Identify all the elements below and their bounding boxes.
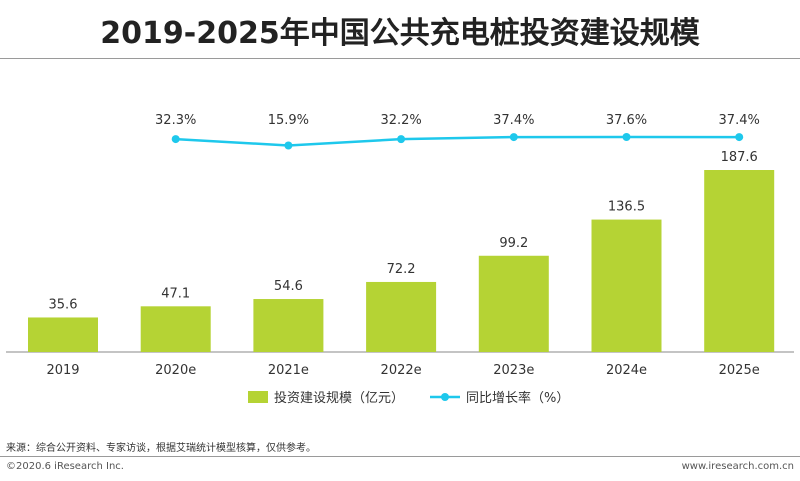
bar-2025e: [704, 170, 775, 352]
chart-title: 2019-2025年中国公共充电桩投资建设规模: [100, 16, 700, 51]
growth-label-2022e: 32.2%: [380, 113, 421, 128]
bar-value-label-2023e: 99.2: [499, 236, 528, 251]
x-tick-label-2022e: 2022e: [381, 363, 422, 378]
bar-value-label-2024e: 136.5: [608, 200, 645, 215]
x-tick-label-2020e: 2020e: [155, 363, 196, 378]
source-note: 来源：综合公开资料、专家访谈，根据艾瑞统计模型核算，仅供参考。: [6, 443, 316, 454]
bar-2020e: [140, 306, 211, 352]
website-text: www.iresearch.com.cn: [681, 461, 794, 472]
growth-label-2020e: 32.3%: [155, 113, 196, 128]
footer-divider: [0, 456, 800, 457]
legend-line-marker: [441, 393, 449, 401]
x-tick-label-2025e: 2025e: [719, 363, 760, 378]
bar-2023e: [478, 255, 549, 352]
growth-label-2025e: 37.4%: [719, 113, 760, 128]
growth-point-2025e: [735, 133, 744, 142]
growth-point-2024e: [622, 133, 631, 141]
x-tick-label-2021e: 2021e: [268, 363, 309, 378]
x-tick-label-2024e: 2024e: [606, 363, 647, 378]
bar-2019: [28, 317, 98, 352]
growth-rate-line: [175, 135, 740, 147]
growth-point-2021e: [284, 141, 293, 150]
x-tick-label-2019: 2019: [46, 363, 79, 378]
bar-value-label-2019: 35.6: [49, 297, 78, 312]
growth-point-2022e: [397, 135, 406, 144]
growth-label-2024e: 37.6%: [606, 113, 647, 128]
legend-bar-swatch: [248, 391, 268, 403]
bar-value-label-2021e: 54.6: [274, 279, 303, 294]
bar-value-label-2022e: 72.2: [387, 262, 416, 277]
legend-line-label: 同比增长率（%）: [466, 390, 569, 406]
growth-point-2020e: [171, 135, 180, 144]
copyright-text: ©2020.6 iResearch Inc.: [6, 461, 124, 472]
bar-value-label-2020e: 47.1: [161, 286, 190, 301]
bar-2021e: [253, 299, 324, 352]
growth-label-2023e: 37.4%: [493, 113, 534, 128]
title-divider: [0, 58, 800, 59]
growth-point-2023e: [509, 133, 518, 142]
bar-2024e: [591, 219, 662, 352]
x-tick-label-2023e: 2023e: [493, 363, 534, 378]
bar-value-label-2025e: 187.6: [721, 150, 758, 165]
legend-bar-label: 投资建设规模（亿元）: [274, 390, 404, 406]
bar-2022e: [366, 281, 437, 352]
growth-label-2021e: 15.9%: [268, 113, 309, 128]
